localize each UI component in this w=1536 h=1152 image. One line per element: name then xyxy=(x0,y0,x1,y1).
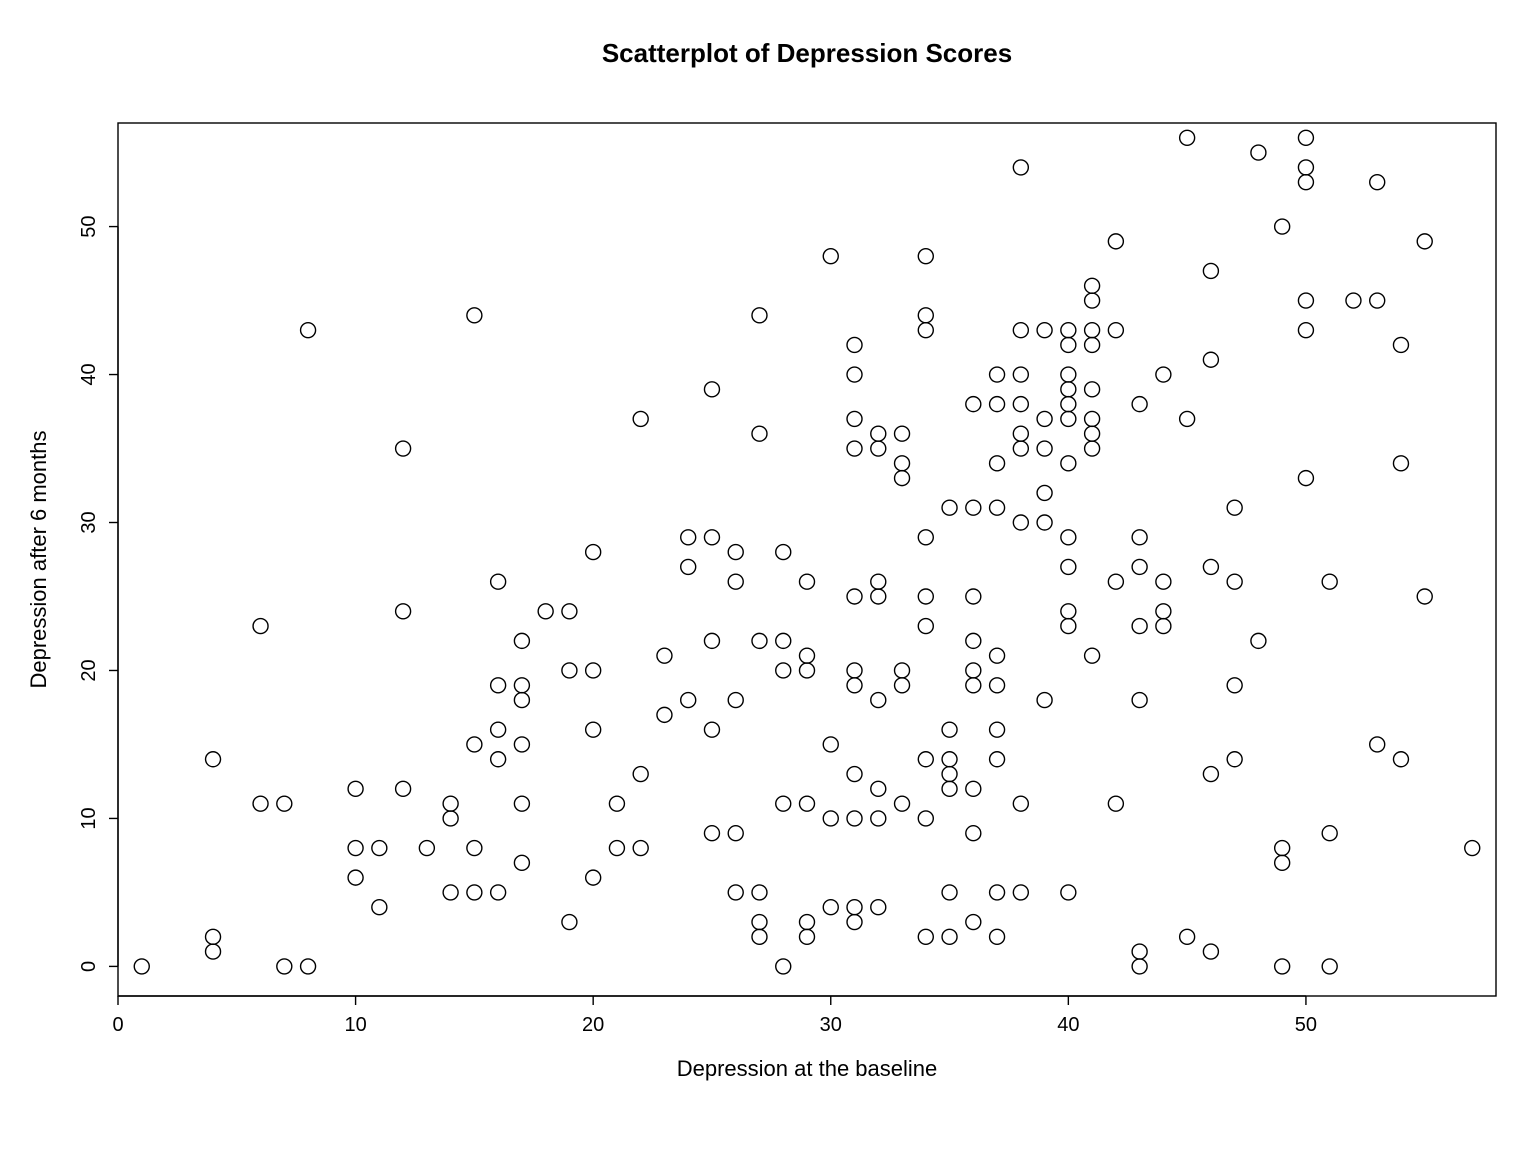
y-tick-label: 30 xyxy=(78,511,100,533)
x-tick-label: 40 xyxy=(1057,1014,1079,1036)
chart-title: Scatterplot of Depression Scores xyxy=(602,38,1012,68)
x-tick-label: 10 xyxy=(344,1014,366,1036)
y-tick-label: 20 xyxy=(78,659,100,681)
y-tick-label: 50 xyxy=(78,215,100,237)
chart-svg: 0 10 20 30 40 50 0 10 20 30 40 50 Depression at the … xyxy=(0,0,1536,1152)
scatter-chart: 0 10 20 30 40 50 0 10 20 30 40 50 Depression at the … xyxy=(0,0,1536,1152)
y-axis-label: Depression after 6 months xyxy=(26,430,51,688)
chart-background xyxy=(0,0,1536,1152)
x-tick-label: 20 xyxy=(582,1014,604,1036)
x-axis-label: Depression at the baseline xyxy=(677,1056,938,1081)
x-tick-label: 50 xyxy=(1295,1014,1317,1036)
y-tick-label: 10 xyxy=(78,807,100,829)
y-tick-label: 40 xyxy=(78,363,100,385)
y-tick-label: 0 xyxy=(78,961,100,972)
x-tick-label: 30 xyxy=(820,1014,842,1036)
x-tick-label: 0 xyxy=(112,1014,123,1036)
